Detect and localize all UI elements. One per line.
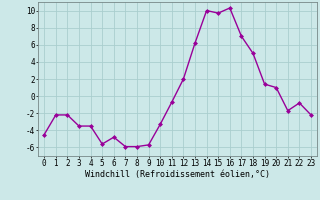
X-axis label: Windchill (Refroidissement éolien,°C): Windchill (Refroidissement éolien,°C) [85, 170, 270, 179]
